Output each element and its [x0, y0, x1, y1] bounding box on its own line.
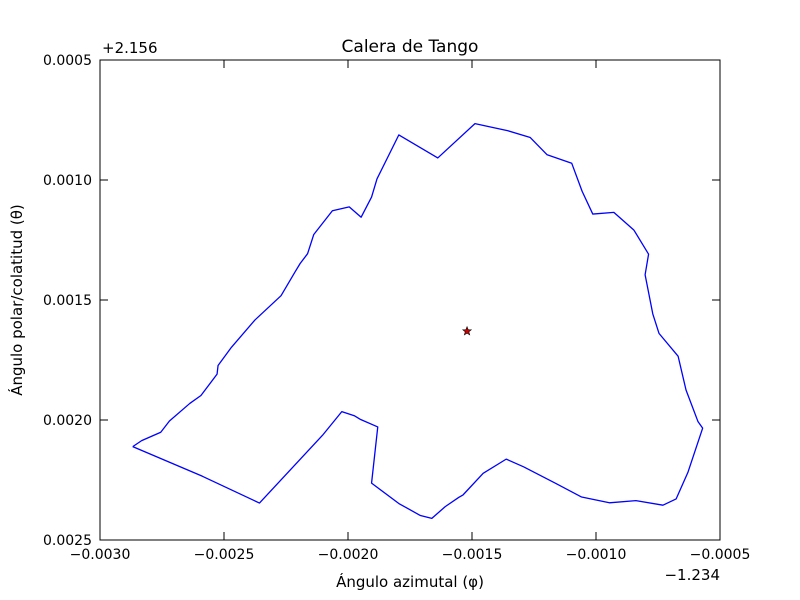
- x-tick-label: −0.0020: [318, 547, 379, 563]
- x-ticks: −0.0030 −0.0025 −0.0020 −0.0015 −0.0010 −0.00…: [70, 60, 751, 563]
- plot-area: −0.0030 −0.0025 −0.0020 −0.0015 −0.0010 −0.00…: [43, 53, 750, 563]
- x-tick-label: −0.0025: [194, 547, 255, 563]
- y-tick-label: 0.0005: [43, 53, 92, 69]
- y-tick-label: 0.0020: [43, 413, 92, 429]
- y-offset-label: +2.156: [102, 39, 158, 57]
- y-tick-label: 0.0025: [43, 533, 92, 549]
- x-tick-label: −0.0030: [70, 547, 131, 563]
- x-offset-label: −1.234: [664, 566, 720, 584]
- x-tick-label: −0.0005: [690, 547, 751, 563]
- y-ticks: 0.0005 0.0010 0.0015 0.0020 0.0025: [43, 53, 720, 549]
- boundary-line: [132, 122, 704, 520]
- center-star-marker: [461, 325, 473, 336]
- x-tick-label: −0.0015: [442, 547, 503, 563]
- data-layer: [132, 122, 704, 520]
- y-axis-label: Ángulo polar/colatitud (θ): [7, 204, 26, 396]
- y-tick-label: 0.0010: [43, 173, 92, 189]
- x-tick-label: −0.0010: [566, 547, 627, 563]
- chart-title: Calera de Tango: [342, 37, 479, 57]
- y-tick-label: 0.0015: [43, 293, 92, 309]
- plot-frame: [99, 59, 721, 541]
- x-axis-label: Ángulo azimutal (φ): [336, 572, 484, 591]
